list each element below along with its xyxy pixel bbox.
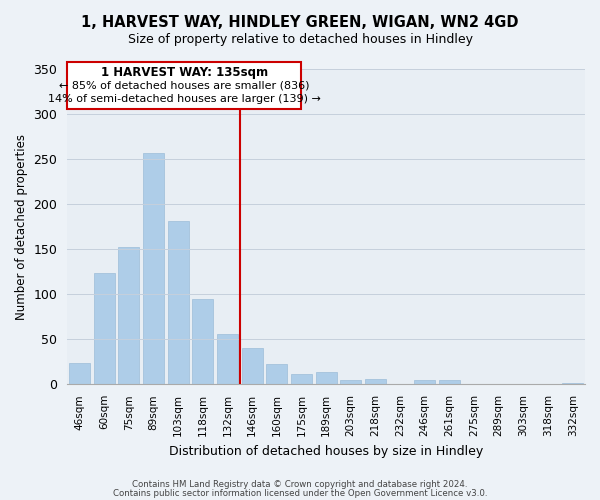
Bar	[439, 380, 460, 384]
Text: ← 85% of detached houses are smaller (836): ← 85% of detached houses are smaller (83…	[59, 80, 310, 90]
Bar	[143, 152, 164, 384]
Bar	[340, 380, 361, 384]
Bar	[94, 274, 115, 384]
Bar	[118, 248, 139, 384]
Bar	[192, 298, 213, 384]
Text: 14% of semi-detached houses are larger (139) →: 14% of semi-detached houses are larger (…	[48, 94, 321, 104]
Y-axis label: Number of detached properties: Number of detached properties	[15, 134, 28, 320]
Text: Contains public sector information licensed under the Open Government Licence v3: Contains public sector information licen…	[113, 490, 487, 498]
Bar	[242, 348, 263, 384]
Bar	[217, 334, 238, 384]
Bar	[291, 374, 312, 384]
Text: Contains HM Land Registry data © Crown copyright and database right 2024.: Contains HM Land Registry data © Crown c…	[132, 480, 468, 489]
Bar	[167, 221, 188, 384]
FancyBboxPatch shape	[67, 62, 301, 110]
Bar	[316, 372, 337, 384]
Text: 1 HARVEST WAY: 135sqm: 1 HARVEST WAY: 135sqm	[101, 66, 268, 78]
Text: Size of property relative to detached houses in Hindley: Size of property relative to detached ho…	[128, 32, 473, 46]
Bar	[562, 382, 583, 384]
Text: 1, HARVEST WAY, HINDLEY GREEN, WIGAN, WN2 4GD: 1, HARVEST WAY, HINDLEY GREEN, WIGAN, WN…	[81, 15, 519, 30]
Bar	[266, 364, 287, 384]
X-axis label: Distribution of detached houses by size in Hindley: Distribution of detached houses by size …	[169, 444, 483, 458]
Bar	[365, 379, 386, 384]
Bar	[69, 362, 90, 384]
Bar	[414, 380, 435, 384]
